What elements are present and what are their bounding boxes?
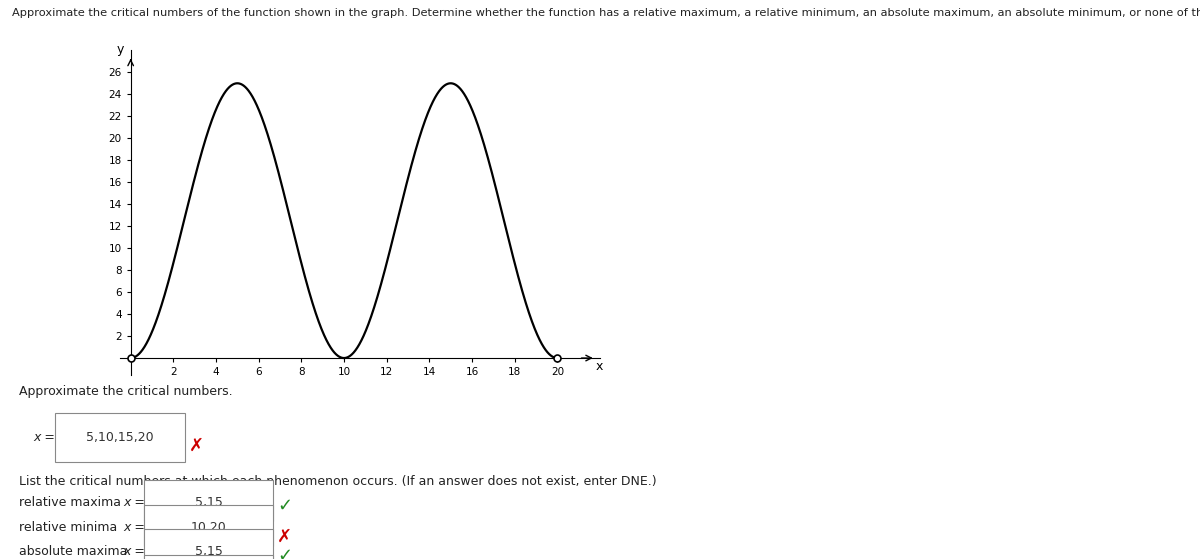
Text: 5,10,15,20: 5,10,15,20 xyxy=(86,431,154,444)
Text: ✗: ✗ xyxy=(188,437,204,456)
Text: x =: x = xyxy=(124,496,145,509)
Text: y: y xyxy=(116,43,124,56)
Text: ✓: ✓ xyxy=(277,546,292,559)
Text: ✓: ✓ xyxy=(277,497,292,515)
Text: 5,15: 5,15 xyxy=(194,546,222,558)
Text: 5,15: 5,15 xyxy=(194,496,222,509)
Text: absolute maxima: absolute maxima xyxy=(19,546,127,558)
Text: x =: x = xyxy=(124,546,145,558)
Text: Approximate the critical numbers of the function shown in the graph. Determine w: Approximate the critical numbers of the … xyxy=(12,8,1200,18)
FancyBboxPatch shape xyxy=(55,413,185,462)
FancyBboxPatch shape xyxy=(144,480,274,522)
FancyBboxPatch shape xyxy=(144,505,274,547)
Text: Approximate the critical numbers.: Approximate the critical numbers. xyxy=(19,386,233,399)
Text: x: x xyxy=(595,361,604,373)
Text: relative maxima: relative maxima xyxy=(19,496,121,509)
Text: x =: x = xyxy=(124,521,145,534)
Text: x =: x = xyxy=(34,431,55,444)
FancyBboxPatch shape xyxy=(144,555,274,559)
Text: relative minima: relative minima xyxy=(19,521,118,534)
Text: 10,20: 10,20 xyxy=(191,521,227,534)
Text: List the critical numbers at which each phenomenon occurs. (If an answer does no: List the critical numbers at which each … xyxy=(19,475,656,488)
Text: ✗: ✗ xyxy=(277,528,292,546)
FancyBboxPatch shape xyxy=(144,529,274,559)
